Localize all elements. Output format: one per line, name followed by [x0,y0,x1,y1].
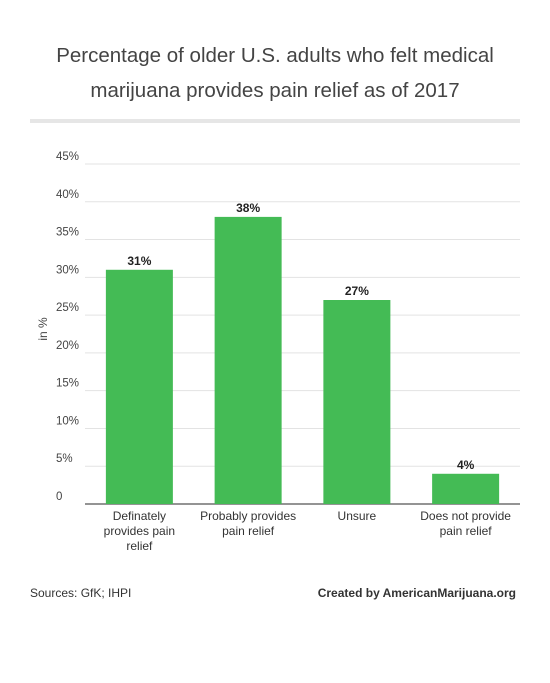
value-label: 38% [236,201,260,215]
y-tick-label: 15% [56,378,79,390]
y-tick-label: 35% [56,227,79,239]
value-label: 27% [345,284,369,298]
value-label: 4% [457,458,475,472]
y-axis-ticks: 0 5% 10% 15% 20% 25% 30% 35% 40% 45% [56,151,79,503]
y-tick-label: 5% [56,453,73,465]
credit-note: Created by AmericanMarijuana.org [317,586,516,600]
bar [323,300,391,504]
y-axis-label: in % [36,317,50,341]
bars [105,216,500,504]
bar-chart: 0 5% 10% 15% 20% 25% 30% 35% 40% 45% in % 31% 38% 2… [36,151,520,553]
x-tick-label: Does not provide pain relief [420,509,511,538]
y-tick-label: 10% [56,415,79,427]
source-note: Sources: GfK; IHPI [30,586,132,600]
x-axis-labels: Definately provides pain relief Probably pr… [104,509,512,553]
x-tick-label: Probably provides pain relief [200,509,296,538]
y-tick-label: 0 [56,491,62,503]
y-tick-label: 30% [56,264,79,276]
bar [432,473,500,504]
y-tick-label: 45% [56,151,79,163]
y-tick-label: 40% [56,189,79,201]
bar [214,216,282,504]
x-tick-label: Definately provides pain relief [104,509,175,553]
value-labels: 31% 38% 27% 4% [127,201,474,472]
title-divider [30,119,520,123]
x-tick-label: Unsure [338,509,377,523]
value-label: 31% [127,254,151,268]
chart-title: Percentage of older U.S. adults who felt… [56,44,494,102]
y-tick-label: 25% [56,302,79,314]
y-tick-label: 20% [56,340,79,352]
bar [105,269,173,504]
